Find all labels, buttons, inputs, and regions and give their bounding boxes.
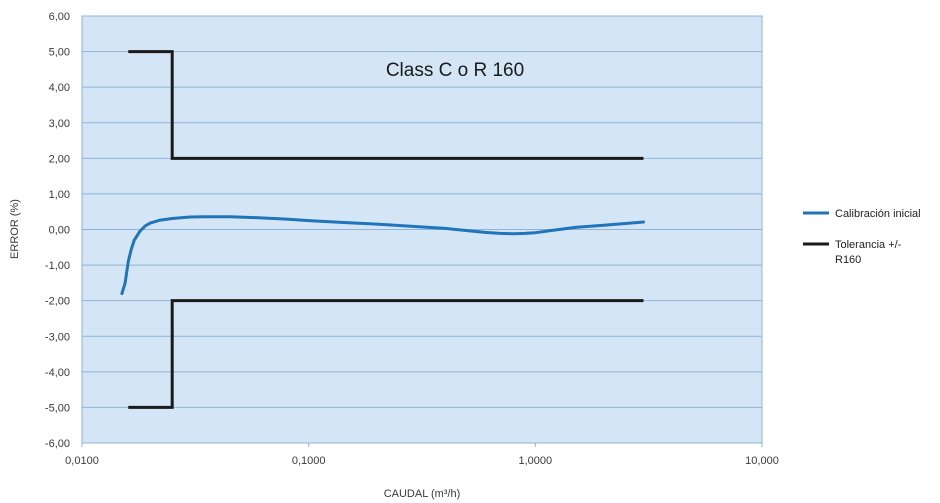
series-line-calibracion <box>120 215 645 296</box>
legend-label-calibracion: Calibración inicial <box>835 208 921 220</box>
y-axis-ticks: 6,00 5,00 4,00 3,00 2,00 1,00 0,00 -1,00 -2,00 -3… <box>45 11 70 450</box>
y-tick-label: -4,00 <box>45 367 70 379</box>
chart-title: Class C o R 160 <box>386 60 524 81</box>
x-tick-label: 1,0000 <box>519 455 553 467</box>
x-tick-label: 10,000 <box>745 455 779 467</box>
x-tick-label: 0,0100 <box>65 455 99 467</box>
y-tick-label: 0,00 <box>49 225 70 237</box>
y-tick-label: -2,00 <box>45 296 70 308</box>
legend-item-calibracion: Calibración inicial <box>803 208 921 220</box>
y-axis-title: ERROR (%) <box>9 199 21 259</box>
x-tick-label: 0,1000 <box>292 455 326 467</box>
legend-label-line: Tolerancia +/- <box>835 239 902 251</box>
legend-label-line: R160 <box>835 254 861 266</box>
x-axis-title: CAUDAL (m³/h) <box>384 488 461 500</box>
y-tick-label: 6,00 <box>49 11 70 23</box>
legend-label-tolerancia: Tolerancia +/- R160 <box>835 239 902 266</box>
y-tick-label: -1,00 <box>45 260 70 272</box>
tolerance-upper-line <box>128 50 644 160</box>
legend: Calibración inicial Tolerancia +/- R160 <box>803 208 921 266</box>
y-tick-label: -6,00 <box>45 438 70 450</box>
y-tick-label: 3,00 <box>49 118 70 130</box>
series-layer <box>120 50 645 409</box>
y-tick-label: 5,00 <box>49 47 70 59</box>
y-tick-label: 1,00 <box>49 189 70 201</box>
y-tick-label: -5,00 <box>45 402 70 414</box>
y-tick-label: -3,00 <box>45 331 70 343</box>
y-tick-label: 4,00 <box>49 82 70 94</box>
x-axis-ticks: 0,0100 0,1000 1,0000 10,000 <box>65 443 779 467</box>
y-tick-label: 2,00 <box>49 153 70 165</box>
legend-item-tolerancia: Tolerancia +/- R160 <box>803 239 902 266</box>
tolerance-lower-line <box>128 299 644 409</box>
plot-frame <box>81 15 763 444</box>
